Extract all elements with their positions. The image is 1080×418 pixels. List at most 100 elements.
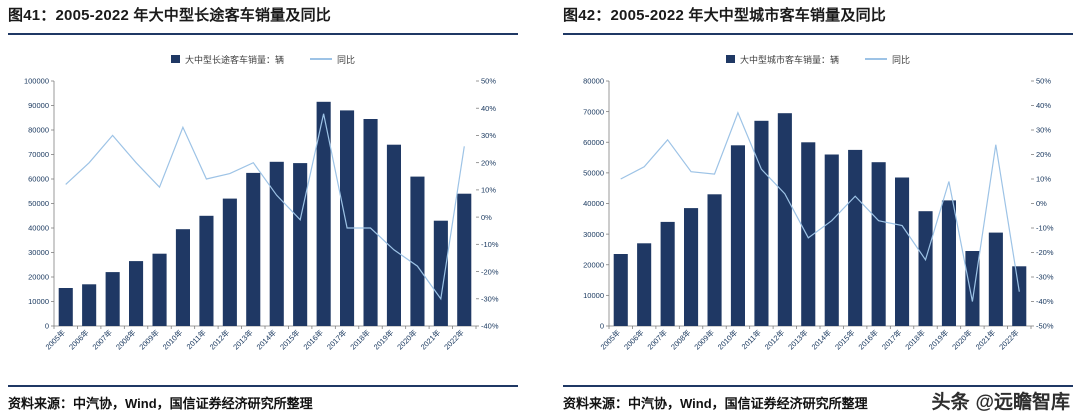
y2-axis-label: 50%	[1036, 77, 1051, 86]
legend-item-sales: 大中型长途客车销量：辆	[170, 53, 284, 66]
bar	[801, 142, 816, 327]
y-axis-label: 60000	[583, 138, 604, 147]
x-axis-label: 2019年	[371, 327, 396, 352]
y2-axis-label: -10%	[481, 240, 499, 249]
yoy-line	[620, 111, 1020, 302]
x-axis-label: 2021年	[973, 327, 998, 352]
bar	[175, 229, 190, 326]
figure-42-source: 资料来源：中汽协，Wind，国信证券经济研究所整理	[563, 396, 868, 411]
y-axis-label: 90000	[28, 101, 49, 110]
y-axis-label: 100000	[24, 77, 49, 86]
bar	[363, 119, 378, 326]
figure-42-panel: 图42：2005-2022 年大中型城市客车销量及同比 大中型城市客车销量：辆 …	[540, 0, 1080, 418]
bar	[293, 163, 308, 326]
x-axis-label: 2012年	[762, 327, 787, 352]
toutiao-watermark: 头条 @远瞻智库	[931, 387, 1070, 414]
y2-axis-label: 40%	[1036, 101, 1051, 110]
bar	[410, 176, 425, 326]
y2-axis-label: -30%	[481, 294, 499, 303]
bar	[386, 144, 401, 326]
bar-swatch-icon	[170, 55, 180, 63]
chart-legend: 大中型长途客车销量：辆 同比	[8, 53, 518, 65]
bar	[105, 272, 120, 326]
x-axis-label: 2013年	[786, 327, 811, 352]
bar	[1012, 266, 1027, 326]
x-axis-label: 2022年	[442, 327, 467, 352]
bar	[152, 253, 167, 326]
bar	[777, 113, 792, 326]
x-axis-label: 2017年	[324, 327, 349, 352]
x-axis-label: 2019年	[926, 327, 951, 352]
legend-label-yoy: 同比	[892, 54, 911, 65]
figure-41-panel: 图41：2005-2022 年大中型长途客车销量及同比 大中型长途客车销量：辆 …	[8, 7, 518, 411]
watermark-handle: @远瞻智库	[975, 392, 1070, 413]
x-axis-label: 2007年	[645, 327, 670, 352]
y2-axis-label: 0%	[481, 213, 492, 222]
figure-41-source: 资料来源：中汽协，Wind，国信证券经济研究所整理	[8, 396, 313, 411]
bar	[222, 198, 237, 326]
bar	[246, 172, 261, 326]
bar	[754, 120, 769, 326]
y2-axis-label: -50%	[1036, 322, 1054, 331]
y2-axis-label: 10%	[1036, 175, 1051, 184]
y2-axis-label: 40%	[481, 104, 496, 113]
bar	[707, 194, 722, 326]
legend-item-sales: 大中型城市客车销量：辆	[725, 53, 839, 66]
bar	[613, 254, 628, 326]
bar	[269, 161, 284, 326]
x-axis-label: 2006年	[621, 327, 646, 352]
figure-41-title: 图41：2005-2022 年大中型长途客车销量及同比	[8, 7, 331, 24]
y2-axis-label: 10%	[481, 186, 496, 195]
x-axis-label: 2007年	[90, 327, 115, 352]
y-axis-label: 10000	[583, 291, 604, 300]
x-axis-label: 2020年	[395, 327, 420, 352]
x-axis-label: 2012年	[207, 327, 232, 352]
x-axis-label: 2011年	[739, 327, 763, 351]
x-axis-label: 2017年	[879, 327, 904, 352]
bar	[58, 288, 73, 326]
footer-rule	[8, 385, 518, 387]
legend-label-yoy: 同比	[337, 54, 356, 65]
bar	[82, 284, 97, 326]
footer-rule	[563, 385, 1073, 387]
y2-axis-label: 50%	[481, 77, 496, 86]
y-axis-label: 10000	[28, 297, 49, 306]
bar	[918, 211, 933, 326]
x-axis-label: 2011年	[184, 327, 208, 351]
y2-axis-label: 20%	[1036, 150, 1051, 159]
x-axis-label: 2006年	[66, 327, 91, 352]
y-axis-label: 20000	[583, 260, 604, 269]
bar	[965, 251, 980, 326]
bar	[871, 162, 886, 326]
y-axis-label: 80000	[583, 77, 604, 86]
x-axis-label: 2010年	[715, 327, 740, 352]
x-axis-label: 2008年	[668, 327, 693, 352]
y-axis-label: 50000	[583, 169, 604, 178]
y2-axis-label: 20%	[481, 158, 496, 167]
y2-axis-label: -20%	[481, 267, 499, 276]
x-axis-label: 2014年	[809, 327, 834, 352]
y-axis-label: 50000	[28, 199, 49, 208]
y2-axis-label: 30%	[1036, 126, 1051, 135]
bar	[988, 232, 1003, 326]
bar	[433, 220, 448, 326]
figure-41-combo-chart: 0 10000 20000 30000 40000 50000 60000 70000 8000…	[24, 77, 499, 352]
line-swatch-icon	[865, 58, 887, 60]
legend-item-yoy: 同比	[310, 53, 355, 66]
figure-42-combo-chart: 0 10000 20000 30000 40000 50000 60000 70000 8000…	[583, 77, 1054, 352]
y-axis-label: 80000	[28, 126, 49, 135]
x-axis-label: 2009年	[692, 327, 717, 352]
y-axis-label: 0	[600, 322, 604, 331]
y-axis-label: 30000	[28, 248, 49, 257]
bar	[941, 200, 956, 326]
x-axis-label: 2008年	[113, 327, 138, 352]
figure-42-title: 图42：2005-2022 年大中型城市客车销量及同比	[563, 7, 886, 24]
line-swatch-icon	[310, 58, 332, 60]
x-axis-label: 2009年	[137, 327, 162, 352]
y-axis-label: 70000	[28, 150, 49, 159]
x-axis-label: 2015年	[832, 327, 857, 352]
y2-axis-label: -10%	[1036, 224, 1054, 233]
x-axis-label: 2018年	[348, 327, 373, 352]
y-axis-label: 70000	[583, 107, 604, 116]
